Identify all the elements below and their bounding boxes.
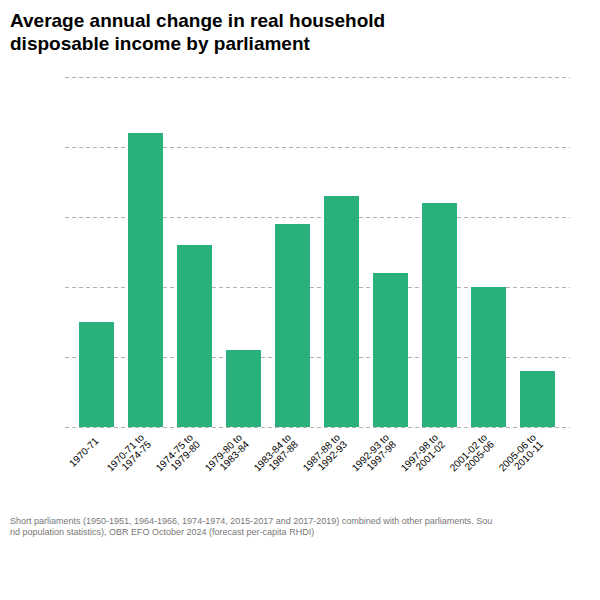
svg-text:1992-93 to1997-98: 1992-93 to1997-98 bbox=[350, 431, 399, 480]
svg-text:1974-75 to1979-80: 1974-75 to1979-80 bbox=[154, 431, 203, 480]
svg-text:1970-71 to1974-75: 1970-71 to1974-75 bbox=[105, 431, 154, 480]
svg-text:1997-98 to2001-02: 1997-98 to2001-02 bbox=[399, 431, 448, 480]
html-text:Short parliaments (1950-1951,: Short parliaments (1950-1951, 1964-1966,… bbox=[10, 515, 493, 538]
html-text:Average annual change in real: Average annual change in real household … bbox=[10, 10, 386, 54]
svg-text:1979-80 to1983-84: 1979-80 to1983-84 bbox=[203, 431, 252, 480]
svg-text:2001-02 to2005-06: 2001-02 to2005-06 bbox=[448, 431, 497, 480]
svg-text:1983-84 to1987-88: 1983-84 to1987-88 bbox=[252, 431, 301, 480]
svg-text:1970-71: 1970-71 bbox=[67, 435, 101, 469]
svg-text:2005-06 to2010-11: 2005-06 to2010-11 bbox=[497, 431, 546, 480]
svg-text:1987-88 to1992-93: 1987-88 to1992-93 bbox=[301, 431, 350, 480]
